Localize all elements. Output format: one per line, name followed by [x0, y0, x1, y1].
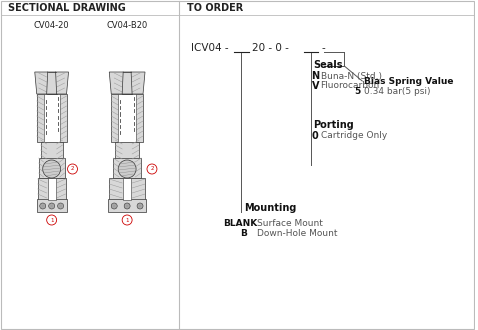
Circle shape [124, 203, 130, 209]
Text: ICV04 -: ICV04 - [191, 43, 229, 53]
Circle shape [40, 203, 46, 209]
Bar [43, 94, 60, 142]
Text: 0: 0 [312, 131, 318, 141]
Text: -: - [322, 43, 325, 53]
Bar [111, 94, 143, 142]
Bar [41, 142, 63, 160]
Text: 20 - 0 -: 20 - 0 - [252, 43, 289, 53]
Text: Seals: Seals [314, 60, 343, 70]
Bar [48, 178, 55, 200]
Text: 1: 1 [50, 217, 54, 222]
Text: V: V [312, 81, 319, 91]
Bar [118, 94, 136, 142]
Circle shape [47, 215, 56, 225]
Bar [38, 178, 65, 200]
Text: B: B [240, 229, 247, 239]
Circle shape [118, 160, 136, 178]
Text: 2: 2 [150, 167, 154, 172]
Circle shape [49, 203, 54, 209]
Text: Mounting: Mounting [244, 203, 296, 213]
Text: Surface Mount: Surface Mount [257, 218, 323, 227]
Bar [113, 158, 141, 178]
Circle shape [111, 203, 117, 209]
Text: Fluorocarbon: Fluorocarbon [321, 82, 380, 90]
Text: ®: ® [148, 168, 149, 169]
Circle shape [122, 215, 132, 225]
Text: Bias Spring Value: Bias Spring Value [364, 77, 454, 85]
Text: 2: 2 [71, 167, 74, 172]
Bar [109, 178, 145, 200]
Circle shape [137, 203, 143, 209]
Text: Porting: Porting [314, 120, 354, 130]
Text: CV04-B20: CV04-B20 [107, 20, 148, 29]
Text: Down-Hole Mount: Down-Hole Mount [257, 229, 337, 239]
Text: Cartridge Only: Cartridge Only [321, 131, 387, 141]
Text: CV04-20: CV04-20 [34, 20, 69, 29]
Bar [115, 142, 139, 160]
Bar [37, 94, 66, 142]
Bar [39, 158, 65, 178]
Text: Buna-N (Std.): Buna-N (Std.) [321, 72, 381, 81]
Text: ®: ® [68, 168, 70, 169]
Circle shape [43, 160, 61, 178]
Polygon shape [35, 72, 68, 94]
Circle shape [147, 164, 157, 174]
Circle shape [67, 164, 77, 174]
Bar [123, 178, 131, 200]
Text: BLANK: BLANK [223, 218, 258, 227]
Text: 5: 5 [354, 87, 360, 96]
Text: TO ORDER: TO ORDER [187, 3, 244, 13]
Text: 1: 1 [125, 217, 129, 222]
Text: SECTIONAL DRAWING: SECTIONAL DRAWING [8, 3, 126, 13]
Polygon shape [109, 72, 145, 94]
Text: N: N [312, 71, 320, 81]
Bar [108, 199, 146, 212]
Circle shape [58, 203, 64, 209]
Text: 0.34 bar(5 psi): 0.34 bar(5 psi) [364, 87, 431, 96]
Bar [37, 199, 66, 212]
